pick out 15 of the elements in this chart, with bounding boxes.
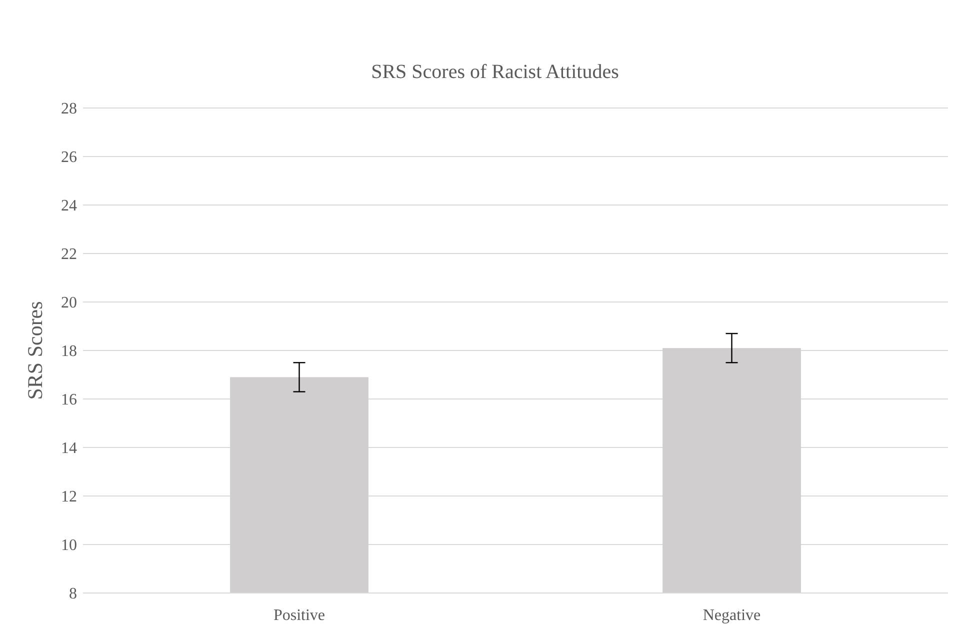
x-tick-label: Positive — [273, 607, 326, 624]
y-tick-label: 26 — [61, 149, 77, 166]
y-tick-label: 20 — [61, 294, 77, 312]
y-tick-label: 10 — [61, 537, 77, 554]
y-tick-label: 18 — [61, 343, 77, 360]
y-tick-label: 12 — [61, 488, 77, 506]
y-tick-label: 8 — [69, 586, 77, 603]
y-tick-label: 22 — [61, 246, 77, 264]
y-tick-label: 16 — [61, 392, 77, 409]
y-tick-label: 14 — [61, 440, 77, 458]
x-tick-label: Negative — [702, 607, 761, 624]
y-tick-label: 28 — [61, 100, 77, 118]
y-axis-title: SRS Scores — [23, 301, 47, 400]
chart-title: SRS Scores of Racist Attitudes — [371, 61, 620, 83]
y-tick-label: 24 — [61, 198, 77, 215]
